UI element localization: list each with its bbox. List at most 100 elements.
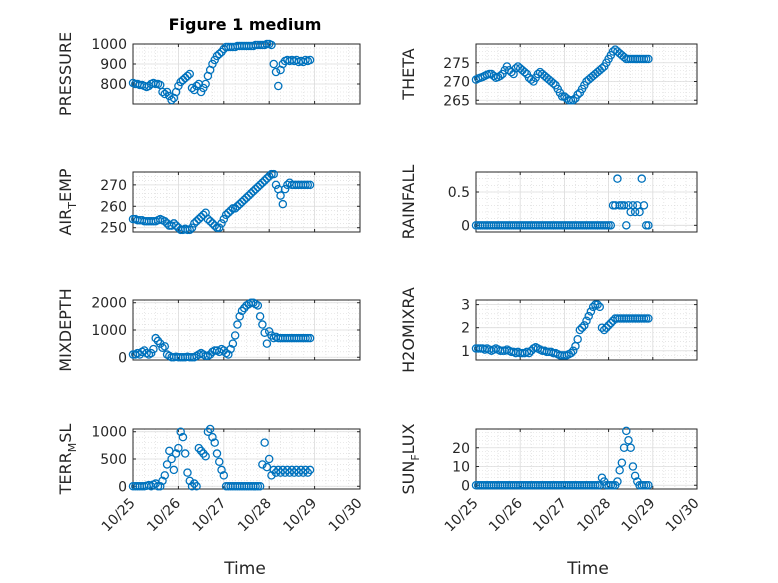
y-tick-label: 0 [118,479,127,495]
data-point [185,225,194,235]
data-point [226,206,235,215]
y-tick-label: 3 [461,298,470,314]
data-point [233,320,242,329]
data-point [146,348,156,358]
data-point [635,207,644,217]
subplot-0: 800 900 1000 PRESSURE [56,32,361,116]
data-point [194,443,204,453]
subplot-7: 10/25 10/26 10/27 10/28 10/29 10/30 0 10 20 SUNFL… [399,423,703,535]
data-point [264,327,274,336]
data-point [644,54,653,64]
data-point [280,184,290,194]
data-point [171,449,181,458]
data-point [212,449,222,458]
data-point [167,95,176,105]
data-point [626,443,635,452]
y-axis-label: THETA [399,48,418,100]
data-point [199,449,208,458]
x-tick-label: 10/29 [619,495,659,535]
data-point [496,71,505,81]
data-point [301,333,310,343]
data-point [278,199,288,209]
data-point [264,172,274,181]
y-tick-label: 0 [461,218,470,234]
data-point [258,460,267,469]
data-point [215,223,224,232]
y-tick-label: 1000 [91,323,127,339]
y-tick-label: 2 [461,321,470,337]
data-point [622,426,631,436]
data-point [301,465,310,475]
data-point [185,476,194,486]
x-tick-label: 10/25 [442,495,482,535]
data-point [228,204,238,213]
data-point [187,482,197,491]
data-point [597,64,607,73]
data-point [221,210,231,220]
data-point [253,482,263,491]
data-point [639,201,649,210]
data-point [201,79,210,89]
data-point [185,69,194,79]
x-tick-label: 10/30 [663,495,703,535]
data-point [219,214,229,224]
data-point [176,427,185,436]
data-point [171,221,181,230]
data-point [190,479,199,488]
data-point [613,477,622,486]
data-point [158,87,167,97]
data-point [584,311,593,321]
data-point [219,471,229,480]
data-point [566,348,576,358]
data-point [183,225,192,235]
data-point [577,323,587,332]
data-point [253,301,263,310]
data-point [524,348,534,358]
x-tick-label: 10/30 [326,495,366,535]
axes-box [475,43,698,105]
y-tick-label: 1000 [91,37,127,53]
data-point [212,223,222,232]
x-axis-label-left: Time [223,559,266,579]
x-tick-label: 10/26 [144,495,184,535]
data-point [194,214,204,224]
data-point [264,454,274,464]
data-point [262,39,272,49]
x-tick-label: 10/28 [235,495,275,535]
data-point [644,221,653,230]
data-point [301,180,310,190]
data-point [249,187,258,196]
data-point [575,325,585,335]
data-point [208,432,217,442]
data-point [606,318,616,328]
data-point [224,350,233,359]
data-point [303,468,313,477]
data-point [303,333,313,343]
data-point [303,180,313,190]
data-point [187,83,197,93]
data-point [267,169,276,179]
data-point [617,458,627,467]
y-tick-label: 1000 [91,425,127,441]
data-point [201,452,210,461]
data-point [153,482,163,491]
data-point [615,465,624,475]
data-point [586,307,596,316]
data-point [509,69,518,79]
data-point [573,90,582,99]
data-point [151,79,160,89]
data-point [228,339,238,348]
data-point [568,96,578,105]
data-point [624,435,633,445]
data-point [226,344,235,354]
data-point [246,189,256,198]
data-point [203,214,213,224]
y-tick-label: 2000 [91,296,127,312]
y-tick-label: 270 [443,75,470,91]
data-point [599,325,609,335]
data-point [269,59,278,69]
data-point [255,180,265,190]
axes-box [132,43,361,105]
data-point [153,336,163,346]
